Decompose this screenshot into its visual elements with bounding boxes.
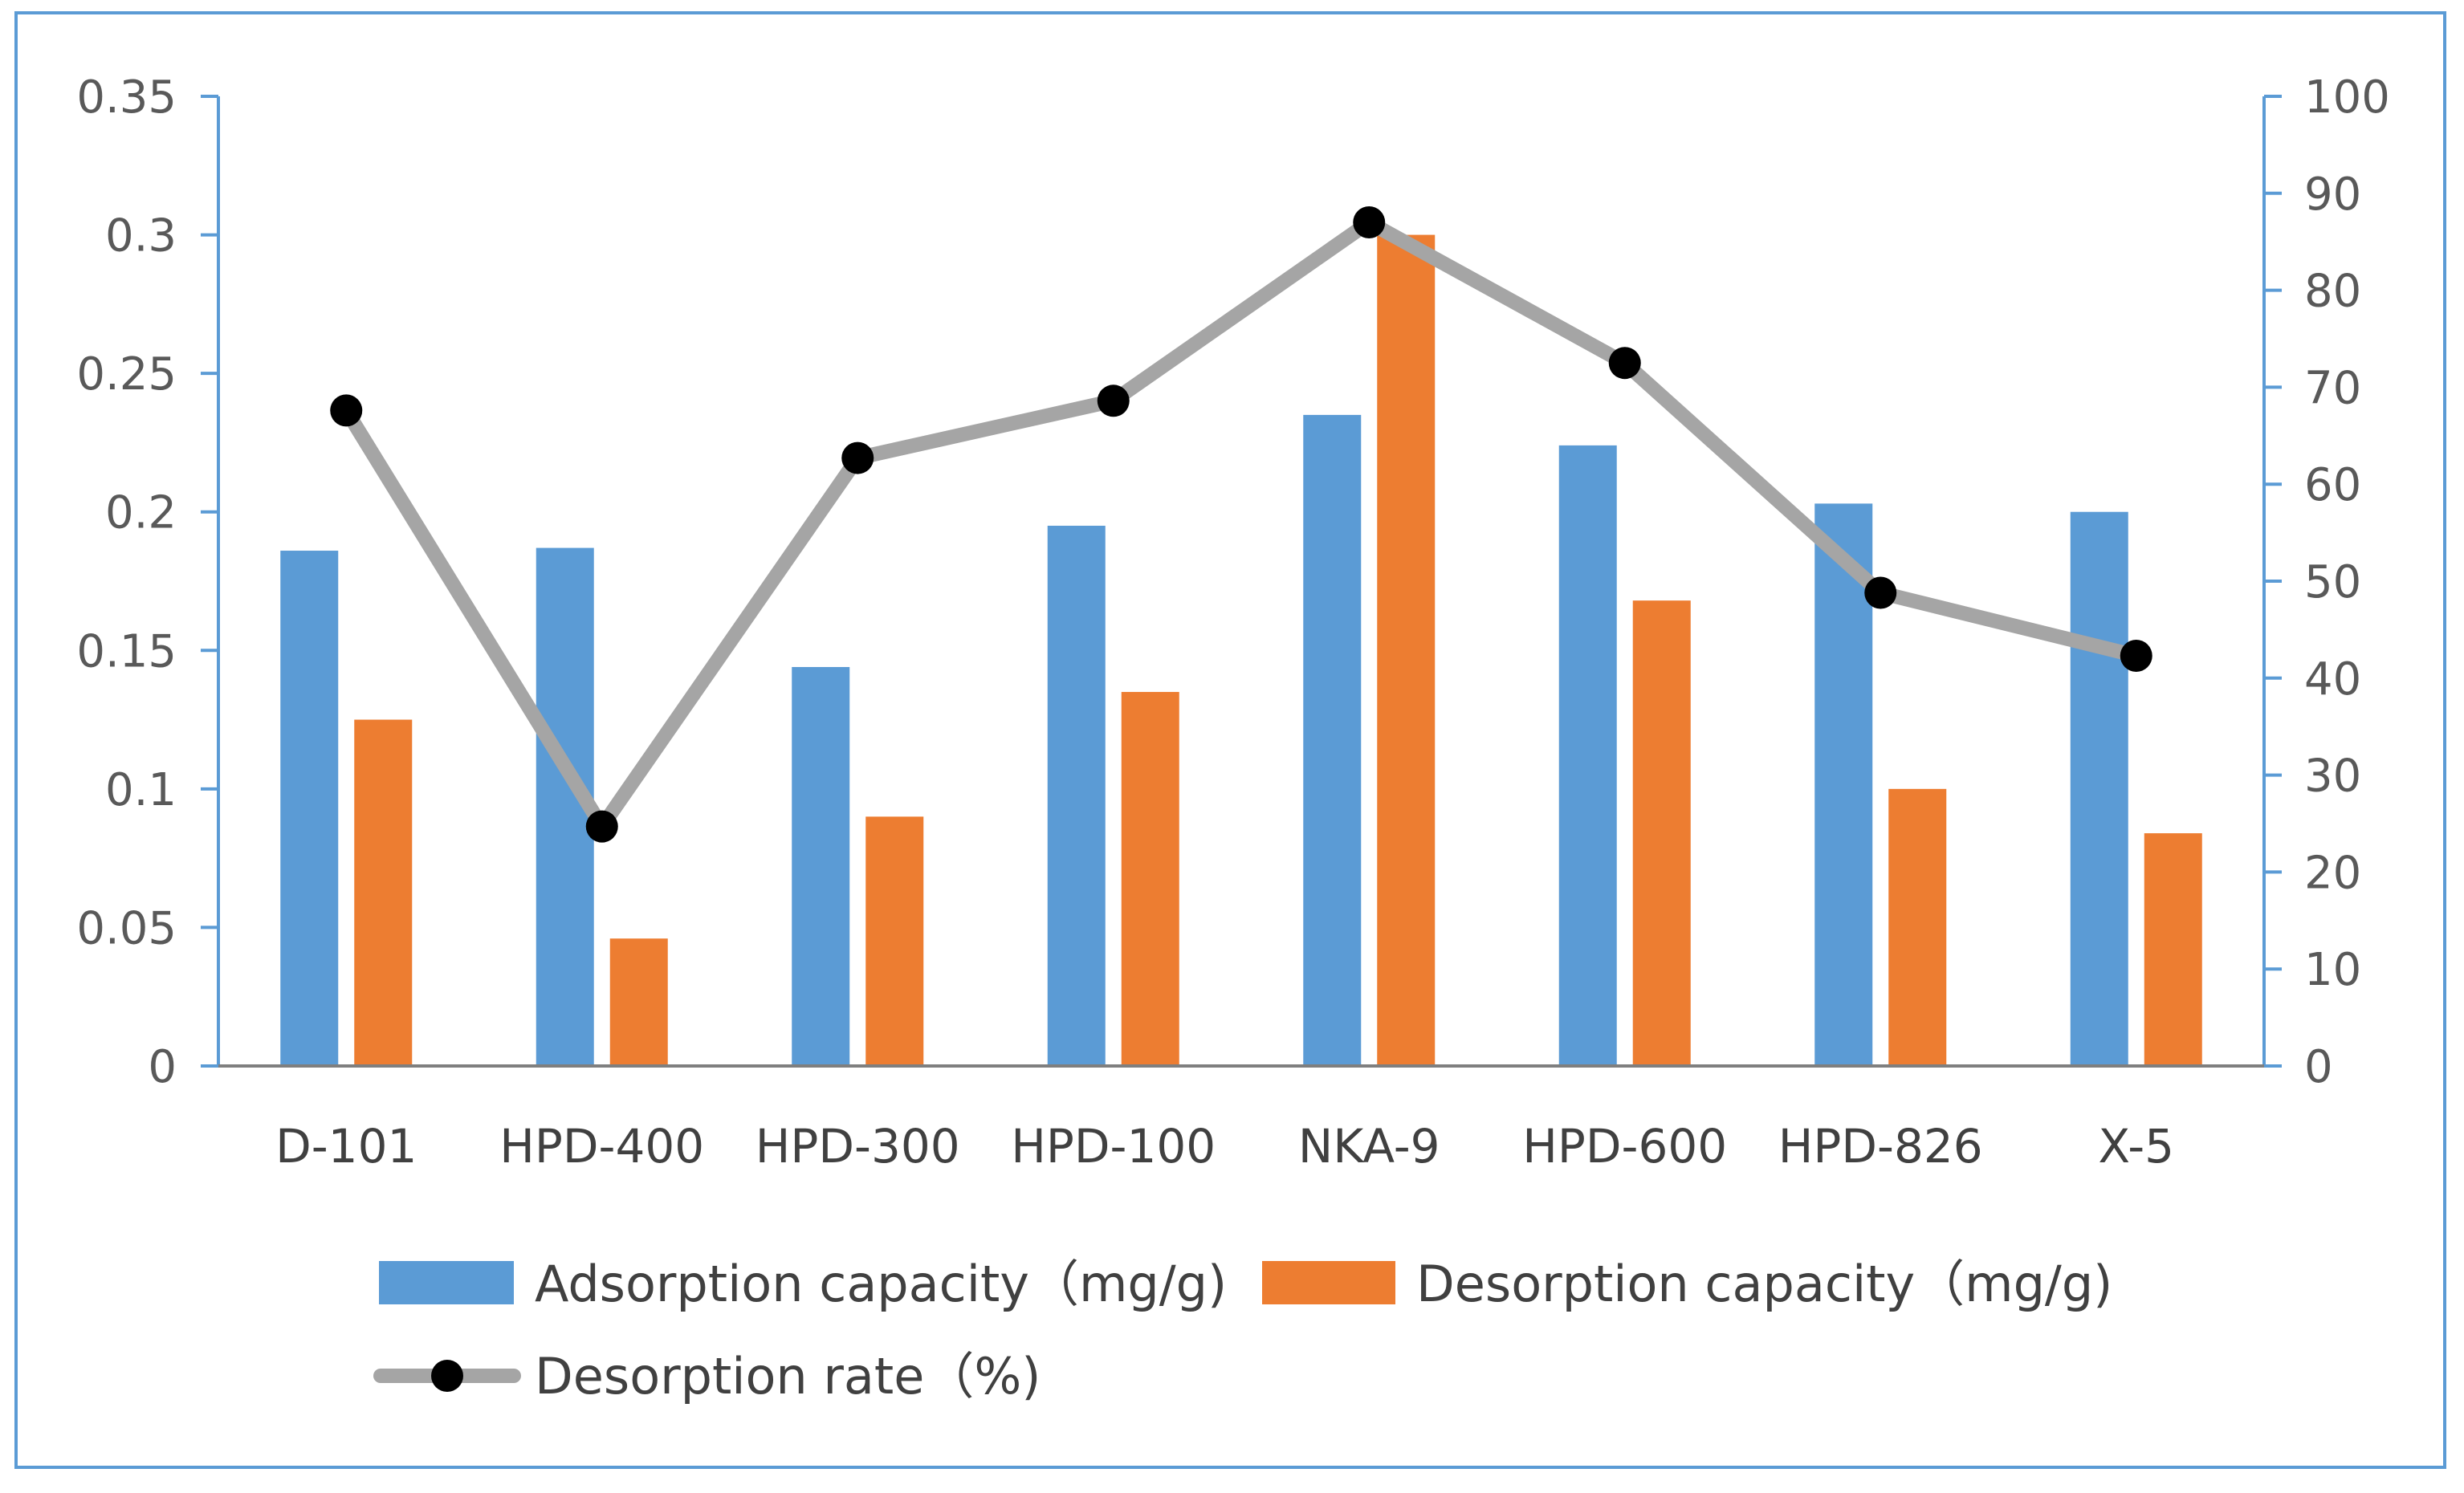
x-tick-label: HPD-826 xyxy=(1778,1119,1983,1174)
x-tick-label: HPD-400 xyxy=(499,1119,704,1174)
x-tick-label: NKA-9 xyxy=(1298,1119,1440,1174)
legend-label-desorption: Desorption capacity（mg/g) xyxy=(1416,1255,2112,1313)
y-tick-label-left: 0.2 xyxy=(105,487,177,539)
y-tick-label-right: 40 xyxy=(2304,653,2361,706)
y-tick-label-right: 10 xyxy=(2304,944,2361,996)
legend-label-rate: Desorption rate（%) xyxy=(535,1347,1041,1406)
y-tick-label-left: 0 xyxy=(148,1041,177,1093)
adsorption-bar-hpd-300 xyxy=(792,666,850,1066)
desorption-bar-nka-9 xyxy=(1377,234,1436,1067)
legend-swatch-rate-marker xyxy=(431,1360,463,1392)
chart-frame xyxy=(14,11,2446,1469)
desorption-rate-line xyxy=(339,215,2144,834)
desorption-bar-d-101 xyxy=(354,719,413,1066)
desorption-bar-x-5 xyxy=(2144,833,2202,1066)
desorption-rate-point-hpd-300 xyxy=(841,441,874,474)
legend-label-adsorption: Adsorption capacity（mg/g) xyxy=(535,1255,1227,1313)
adsorption-bar-nka-9 xyxy=(1303,414,1362,1066)
x-tick-label: HPD-100 xyxy=(1011,1119,1216,1174)
adsorption-bar-hpd-100 xyxy=(1047,525,1106,1066)
legend-swatch-desorption xyxy=(1262,1261,1395,1304)
desorption-bar-hpd-300 xyxy=(865,816,924,1066)
y-tick-label-right: 90 xyxy=(2304,169,2361,221)
desorption-bar-hpd-400 xyxy=(609,938,668,1066)
y-tick-label-right: 50 xyxy=(2304,556,2361,608)
legend-swatch-adsorption xyxy=(379,1261,514,1304)
y-tick-label-right: 60 xyxy=(2304,459,2361,511)
desorption-rate-point-nka-9 xyxy=(1353,206,1386,239)
adsorption-bar-hpd-600 xyxy=(1558,445,1617,1066)
desorption-rate-point-hpd-600 xyxy=(1608,347,1641,380)
adsorption-bar-d-101 xyxy=(280,551,339,1066)
x-tick-label: X-5 xyxy=(2098,1119,2174,1174)
desorption-rate-point-x-5 xyxy=(2120,640,2152,673)
desorption-rate-point-hpd-400 xyxy=(585,810,618,843)
x-tick-label: D-101 xyxy=(275,1119,417,1174)
y-tick-label-right: 100 xyxy=(2304,71,2390,124)
desorption-bar-hpd-600 xyxy=(1632,600,1691,1066)
y-tick-label-right: 20 xyxy=(2304,847,2361,899)
y-tick-label-left: 0.25 xyxy=(76,348,177,401)
x-tick-label: HPD-300 xyxy=(755,1119,960,1174)
y-tick-label-right: 30 xyxy=(2304,751,2361,803)
y-tick-label-left: 0.15 xyxy=(76,625,177,677)
adsorption-bar-hpd-826 xyxy=(1814,503,1873,1066)
y-tick-label-left: 0.35 xyxy=(76,71,177,124)
y-tick-label-left: 0.1 xyxy=(105,764,177,816)
adsorption-bar-x-5 xyxy=(2070,511,2128,1066)
desorption-rate-point-d-101 xyxy=(330,394,363,427)
desorption-rate-point-hpd-826 xyxy=(1864,576,1897,609)
y-tick-label-right: 70 xyxy=(2304,362,2361,414)
y-tick-label-right: 80 xyxy=(2304,266,2361,318)
x-tick-label: HPD-600 xyxy=(1522,1119,1727,1174)
y-tick-label-left: 0.3 xyxy=(105,210,177,262)
desorption-rate-point-hpd-100 xyxy=(1097,384,1130,417)
y-tick-label-left: 0.05 xyxy=(76,902,177,954)
desorption-bar-hpd-826 xyxy=(1888,788,1947,1066)
desorption-bar-hpd-100 xyxy=(1121,692,1179,1066)
y-tick-label-right: 0 xyxy=(2304,1041,2333,1093)
